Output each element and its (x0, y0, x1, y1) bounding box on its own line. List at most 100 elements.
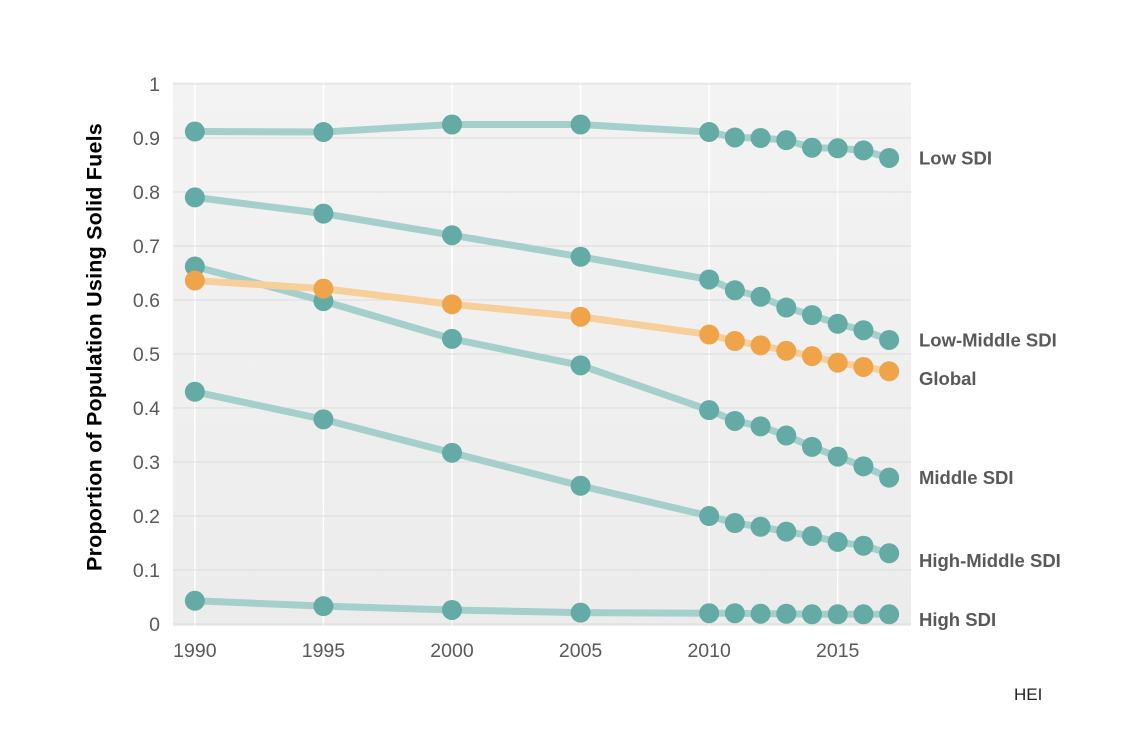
data-point-high-sdi-2014 (802, 604, 822, 625)
y-tick-label-0.3: 0.3 (133, 452, 160, 474)
data-point-global-2010 (699, 324, 720, 345)
data-point-low-sdi-2016 (853, 140, 874, 161)
data-point-high-middle-sdi-2005 (570, 475, 591, 496)
data-point-low-sdi-2011 (724, 127, 745, 148)
data-point-low-middle-sdi-2010 (699, 269, 720, 290)
series-label-global: Global (919, 368, 977, 389)
data-point-global-2013 (776, 340, 797, 361)
data-point-high-middle-sdi-2010 (699, 506, 720, 526)
y-tick-label-0.9: 0.9 (133, 128, 160, 150)
data-point-global-2012 (750, 335, 771, 356)
data-point-high-sdi-1995 (313, 596, 334, 617)
data-point-middle-sdi-2012 (750, 416, 771, 437)
data-point-global-2016 (853, 356, 874, 377)
data-point-middle-sdi-2015 (827, 446, 848, 467)
data-point-middle-sdi-2005 (570, 355, 591, 376)
y-tick-label-0.5: 0.5 (133, 344, 160, 366)
series-high-middle-sdi (184, 381, 900, 564)
data-point-low-middle-sdi-1995 (313, 203, 334, 224)
y-tick-label-0.4: 0.4 (133, 398, 160, 420)
x-tick-label-2000: 2000 (430, 640, 474, 662)
data-point-high-middle-sdi-2017 (879, 543, 900, 564)
data-point-global-2014 (802, 346, 822, 367)
data-point-high-middle-sdi-1990 (184, 381, 205, 402)
data-point-high-middle-sdi-2011 (724, 513, 745, 534)
data-point-low-middle-sdi-2000 (442, 225, 462, 246)
data-point-middle-sdi-2000 (442, 328, 462, 349)
data-point-global-2015 (827, 352, 848, 373)
data-point-global-2005 (570, 306, 591, 327)
data-point-global-2017 (879, 361, 900, 382)
y-tick-label-0.1: 0.1 (133, 560, 160, 582)
data-point-high-sdi-2017 (879, 604, 900, 625)
x-tick-label-2015: 2015 (816, 640, 860, 662)
data-point-low-middle-sdi-2011 (724, 280, 745, 301)
data-point-low-middle-sdi-2013 (776, 297, 797, 318)
data-point-middle-sdi-2016 (853, 456, 874, 477)
y-tick-label-0.6: 0.6 (133, 290, 160, 312)
data-point-low-sdi-2015 (827, 138, 848, 159)
y-tick-label-0.8: 0.8 (133, 182, 160, 204)
data-point-low-sdi-2010 (699, 122, 720, 143)
data-point-low-sdi-2012 (750, 128, 771, 148)
data-point-middle-sdi-2010 (699, 400, 720, 421)
x-tick-label-1995: 1995 (302, 640, 346, 662)
x-tick-label-2005: 2005 (559, 640, 603, 662)
data-point-global-2011 (724, 331, 745, 352)
data-point-low-middle-sdi-2016 (853, 320, 874, 341)
series-label-high-sdi: High SDI (919, 609, 996, 630)
data-point-low-sdi-1990 (184, 121, 205, 142)
data-point-low-sdi-2005 (570, 114, 591, 135)
data-point-low-middle-sdi-2012 (750, 286, 771, 307)
data-point-high-middle-sdi-2015 (827, 531, 848, 552)
data-point-low-sdi-2013 (776, 130, 797, 151)
data-point-high-middle-sdi-2016 (853, 535, 874, 556)
data-point-global-2000 (442, 294, 462, 315)
data-point-high-middle-sdi-1995 (313, 409, 334, 430)
data-point-low-middle-sdi-2005 (570, 246, 591, 267)
data-point-high-sdi-2016 (853, 604, 874, 625)
y-tick-label-0.7: 0.7 (133, 236, 160, 258)
data-point-high-sdi-1990 (184, 590, 205, 611)
series-low-middle-sdi (184, 187, 900, 350)
series-label-low-middle-sdi: Low-Middle SDI (919, 329, 1057, 350)
data-point-high-middle-sdi-2014 (802, 525, 822, 546)
data-point-high-sdi-2005 (570, 602, 591, 623)
x-tick-label-1990: 1990 (173, 640, 217, 662)
data-point-high-sdi-2011 (724, 603, 745, 624)
y-tick-label-1: 1 (149, 74, 160, 96)
data-point-low-middle-sdi-1990 (184, 187, 205, 208)
data-point-low-sdi-2000 (442, 114, 462, 135)
data-point-middle-sdi-2017 (879, 467, 900, 488)
series-label-high-middle-sdi: High-Middle SDI (919, 550, 1061, 571)
series-label-low-sdi: Low SDI (919, 147, 992, 168)
series-label-middle-sdi: Middle SDI (919, 467, 1014, 488)
data-point-high-sdi-2013 (776, 603, 797, 624)
data-point-middle-sdi-2014 (802, 436, 822, 457)
data-point-middle-sdi-2013 (776, 425, 797, 446)
y-tick-label-0: 0 (149, 614, 160, 636)
data-point-middle-sdi-2011 (724, 410, 745, 431)
data-point-low-middle-sdi-2017 (879, 329, 900, 350)
data-point-low-sdi-2017 (879, 147, 900, 168)
data-point-high-sdi-2012 (750, 603, 771, 624)
data-point-global-1990 (184, 270, 205, 291)
data-point-low-middle-sdi-2014 (802, 305, 822, 326)
data-point-low-sdi-1995 (313, 122, 334, 143)
series-global (184, 270, 900, 382)
data-point-global-1995 (313, 278, 334, 299)
series-high-sdi (184, 590, 900, 625)
data-point-low-middle-sdi-2015 (827, 313, 848, 334)
series-low-sdi (184, 114, 900, 168)
data-point-high-sdi-2010 (699, 603, 720, 624)
data-point-high-middle-sdi-2012 (750, 516, 771, 537)
data-point-low-sdi-2014 (802, 137, 822, 158)
data-point-high-sdi-2000 (442, 599, 462, 620)
data-point-high-sdi-2015 (827, 604, 848, 625)
attribution-text: HEI (1014, 685, 1043, 704)
series-middle-sdi (184, 256, 900, 488)
x-tick-label-2010: 2010 (687, 640, 731, 662)
y-tick-label-0.2: 0.2 (133, 506, 160, 528)
data-point-high-middle-sdi-2000 (442, 442, 462, 463)
